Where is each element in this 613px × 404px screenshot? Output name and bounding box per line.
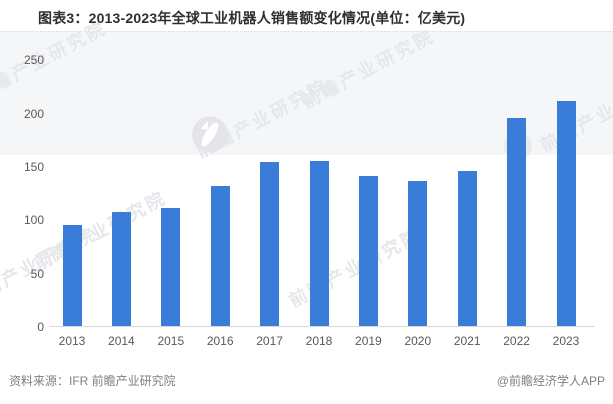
bar-2022: [507, 118, 527, 326]
bar-2016: [210, 186, 230, 326]
watermark-logo-icon: [192, 116, 228, 158]
y-axis-tick: 250: [23, 53, 44, 68]
credit-note: @前瞻经济学人APP: [496, 374, 605, 388]
source-note: 资料来源：IFR 前瞻产业研究院: [9, 374, 176, 388]
x-axis-label: 2022: [503, 334, 530, 348]
bar-2020: [408, 181, 428, 326]
bar-2017: [260, 162, 280, 326]
bar-2013: [62, 225, 82, 326]
bar-2015: [161, 208, 181, 326]
y-axis-tick: 150: [23, 160, 44, 174]
x-axis-label: 2014: [108, 334, 135, 348]
x-axis-label: 2021: [453, 334, 481, 348]
x-axis-label: 2020: [404, 334, 432, 348]
bar-2014: [111, 212, 131, 326]
x-axis-label: 2017: [256, 334, 283, 348]
x-axis-label: 2013: [58, 334, 86, 348]
y-axis-tick: 0: [37, 320, 44, 334]
bar-2019: [358, 176, 378, 326]
bar-2021: [457, 171, 477, 326]
y-axis-tick: 100: [23, 213, 44, 228]
y-axis-tick: 50: [30, 266, 44, 281]
x-axis-label: 2018: [305, 334, 333, 348]
bar-2023: [556, 101, 576, 326]
x-axis-label: 2016: [206, 334, 234, 348]
y-axis-tick: 200: [23, 106, 44, 121]
x-axis-label: 2015: [157, 334, 185, 348]
bar-2018: [309, 161, 329, 326]
x-axis-label: 2023: [552, 334, 580, 348]
x-axis-label: 2019: [355, 334, 382, 348]
x-axis-line: [49, 326, 595, 327]
plot-area: [49, 54, 595, 326]
chart-title: 图表3：2013-2023年全球工业机器人销售额变化情况(单位：亿美元): [38, 10, 466, 26]
